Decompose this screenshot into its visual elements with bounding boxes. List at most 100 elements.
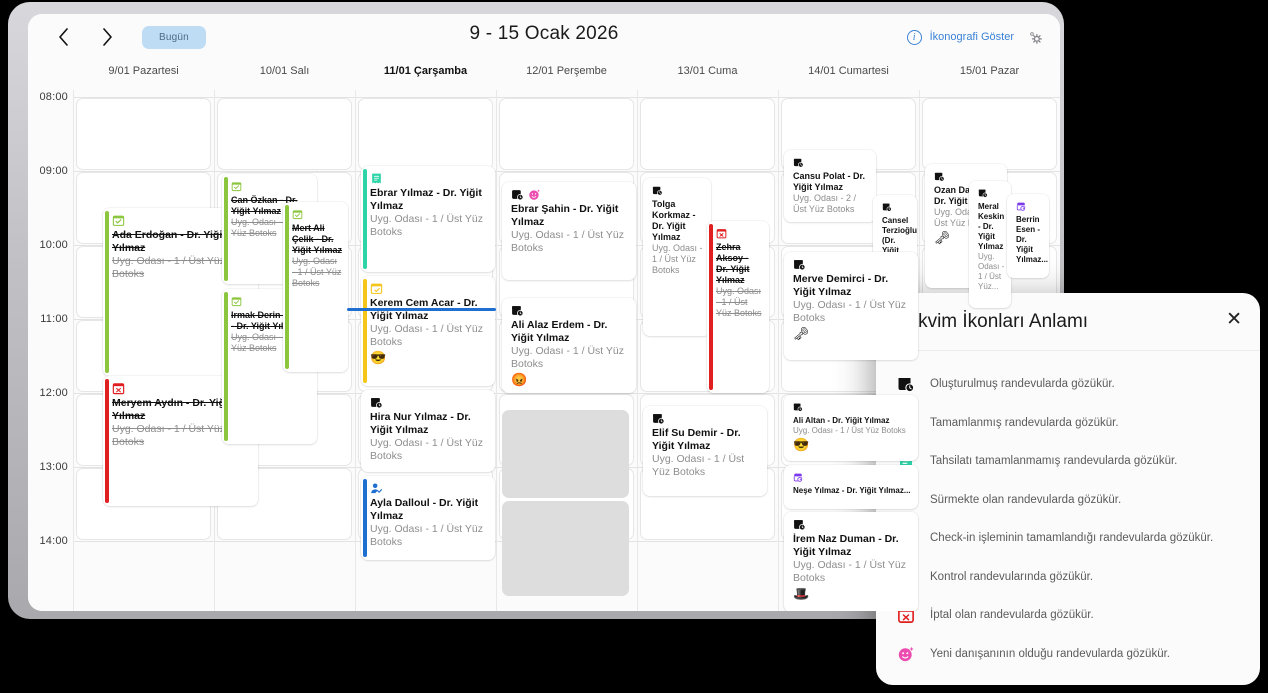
status-color-bar	[363, 169, 367, 269]
appointment-title: Can Özkan - Dr. Yiğit Yılmaz	[231, 195, 298, 216]
unpaid-icon	[370, 172, 383, 185]
column-divider	[637, 90, 638, 611]
appointment-title: Irmak Derin Aksoy - Dr. Yiğit Yılmaz	[231, 310, 310, 331]
card-icons	[231, 294, 311, 308]
appointment-card[interactable]: Tolga Korkmaz - Dr. Yiğit Yılmaz Uyg. Oda…	[643, 178, 711, 336]
appointment-title: Ali Altan - Dr. Yiğit Yılmaz	[793, 416, 890, 425]
appointment-title: Berrin Esen - Dr. Yiğit Yılmaz...	[1016, 215, 1049, 264]
time-slot[interactable]	[922, 98, 1057, 170]
created-icon	[793, 258, 806, 271]
day-header-4[interactable]: 13/01 Cuma	[677, 65, 738, 77]
gear-icon[interactable]	[1022, 24, 1048, 50]
created-icon	[652, 185, 663, 196]
card-icons	[511, 303, 630, 317]
appointment-title: Ada Erdoğan - Dr. Yiğit Yılmaz	[112, 229, 226, 254]
appointment-title: İrem Naz Duman - Dr. Yiğit Yılmaz	[793, 533, 899, 558]
info-icon[interactable]: i	[906, 29, 922, 45]
created-icon	[370, 396, 383, 409]
created-icon	[793, 518, 806, 531]
appointment-room: Uyg. Odası - 1 / Üst Yüz Botoks	[793, 426, 906, 435]
appointment-card[interactable]: Mert Ali Çelik - Dr. Yiğit Yılmaz Uyg. Od…	[283, 202, 348, 372]
card-icons	[652, 411, 761, 425]
completed-icon	[112, 214, 125, 227]
status-color-bar	[709, 224, 713, 390]
time-slot[interactable]	[358, 98, 493, 170]
time-axis: 08:00 09:00 10:00 11:00 12:00 13:00 14:00	[28, 90, 73, 611]
status-color-bar	[224, 292, 228, 441]
appointment-card[interactable]: Berrin Esen - Dr. Yiğit Yılmaz...	[1007, 194, 1049, 278]
ongoing-icon	[370, 282, 383, 295]
day-header-2[interactable]: 11/01 Çarşamba	[383, 65, 468, 77]
today-button[interactable]: Bugün	[142, 25, 206, 49]
appointment-card[interactable]: İrem Naz Duman - Dr. Yiğit Yılmaz Uyg. Od…	[784, 512, 918, 611]
appointment-card[interactable]: Elif Su Demir - Dr. Yiğit Yılmaz Uyg. Oda…	[643, 406, 767, 496]
time-label-3: 11:00	[40, 313, 68, 325]
column-divider	[355, 90, 356, 611]
legend-row: Yeni danışanının olduğu randevularda göz…	[896, 635, 1240, 674]
appointment-room: Uyg. Odası - 1 / Üst Yüz Botoks	[292, 256, 342, 288]
appointment-card[interactable]: Cansu Polat - Dr. Yiğit Yılmaz Uyg. Odası…	[784, 150, 876, 222]
legend-text: Yeni danışanının olduğu randevularda göz…	[930, 647, 1170, 660]
appointment-room: Uyg. Odası - 1 / Üst Yüz Botoks	[370, 323, 484, 348]
day-header-0[interactable]: 9/01 Pazartesi	[108, 65, 179, 77]
card-icons	[112, 381, 252, 395]
status-color-bar	[363, 279, 367, 383]
day-header-3[interactable]: 12/01 Perşembe	[526, 65, 607, 77]
time-slot[interactable]	[76, 98, 211, 170]
cancelled-icon	[716, 228, 727, 239]
time-label-1: 09:00	[39, 165, 68, 177]
appointment-card[interactable]: Merve Demirci - Dr. Yiğit Yılmaz Uyg. Oda…	[784, 252, 918, 360]
show-iconography-link[interactable]: İkonografi Göster	[929, 31, 1014, 43]
completed-icon	[292, 209, 303, 220]
modal-header: Takvim İkonları Anlamı ✕	[876, 293, 1260, 351]
time-slot[interactable]	[640, 98, 775, 170]
appointment-card[interactable]: Neşe Yılmaz - Dr. Yiğit Yılmaz...	[784, 465, 918, 509]
calendar-grid: 08:00 09:00 10:00 11:00 12:00 13:00 14:00 Ada …	[28, 90, 1060, 611]
day-header-row: 9/01 Pazartesi 10/01 Salı 11/01 Çarşamba 12…	[28, 60, 1060, 90]
appointment-card[interactable]: Kerem Cem Acar - Dr. Yiğit Yılmaz Uyg. Od…	[361, 276, 495, 386]
appointment-title: Elif Su Demir - Dr. Yiğit Yılmaz	[652, 427, 741, 452]
appointment-card[interactable]: Ebrar Yılmaz - Dr. Yiğit Yılmaz Uyg. Odas…	[361, 166, 495, 272]
legend-text: Kontrol randevularında gözükür.	[930, 570, 1094, 583]
time-slot[interactable]	[499, 98, 634, 170]
day-header-5[interactable]: 14/01 Cumartesi	[808, 65, 889, 77]
appointment-card[interactable]: Meral Keskin - Dr. Yiğit Yılmaz Uyg. Odas…	[969, 181, 1011, 308]
appointment-emoji: 😎	[370, 350, 387, 365]
appointment-room: Uyg. Odası - 1 / Üst Yüz Botoks	[793, 299, 907, 324]
appointment-card[interactable]: Ali Altan - Dr. Yiğit Yılmaz Uyg. Odası -…	[784, 395, 918, 461]
card-icons	[934, 169, 1001, 183]
day-header-1[interactable]: 10/01 Salı	[259, 65, 310, 77]
appointment-card[interactable]: Ebrar Şahin - Dr. Yiğit Yılmaz Uyg. Odası…	[502, 182, 636, 280]
blocked-slot[interactable]	[502, 501, 629, 596]
next-week-button[interactable]	[90, 20, 124, 54]
appointment-card[interactable]: Zehra Aksoy - Dr. Yiğit Yılmaz Uyg. Odası…	[707, 221, 769, 393]
appointment-title: Ebrar Yılmaz - Dr. Yiğit Yılmaz	[370, 187, 482, 212]
card-icons	[1016, 199, 1043, 213]
appointment-card[interactable]: Ayla Dalloul - Dr. Yiğit Yılmaz Uyg. Odas…	[361, 476, 495, 560]
time-slot[interactable]	[217, 98, 352, 170]
legend-list: Oluşturulmuş randevularda gözükür. Tamaml…	[876, 351, 1260, 673]
prev-week-button[interactable]	[46, 20, 80, 54]
legend-row: Check-in işleminin tamamlandığı randevul…	[896, 519, 1240, 558]
appointment-room: Uyg. Odası - 1 / Üst Yüz Botoks	[370, 523, 484, 548]
legend-text: Sürmekte olan randevularda gözükür.	[930, 493, 1122, 506]
legend-row: Kontrol randevularında gözükür.	[896, 558, 1240, 597]
legend-row: Sürmekte olan randevularda gözükür.	[896, 481, 1240, 520]
appointment-title: Ali Alaz Erdem - Dr. Yiğit Yılmaz	[511, 319, 608, 344]
appointment-room: Uyg. Odası - 1 / Üst Yüz Botoks	[112, 255, 226, 280]
appointment-card[interactable]: Hira Nur Yılmaz - Dr. Yiğit Yılmaz Uyg. O…	[361, 390, 495, 472]
blocked-slot[interactable]	[502, 410, 629, 498]
close-icon[interactable]: ✕	[1226, 309, 1242, 330]
time-label-0: 08:00	[39, 91, 68, 103]
legend-text: İptal olan randevularda gözükür.	[930, 609, 1094, 622]
modal-title: Takvim İkonları Anlamı	[898, 310, 1089, 332]
hour-gridline	[73, 97, 1060, 98]
card-icons	[793, 470, 912, 484]
card-icons	[292, 207, 342, 221]
appointment-room: Uyg. Odası - 1 / Üst Yüz Botoks	[511, 345, 625, 370]
card-icons	[652, 183, 705, 197]
card-icons	[793, 400, 912, 414]
card-icons	[511, 187, 630, 201]
day-header-6[interactable]: 15/01 Pazar	[959, 65, 1020, 77]
appointment-card[interactable]: Ali Alaz Erdem - Dr. Yiğit Yılmaz Uyg. Od…	[502, 298, 636, 393]
